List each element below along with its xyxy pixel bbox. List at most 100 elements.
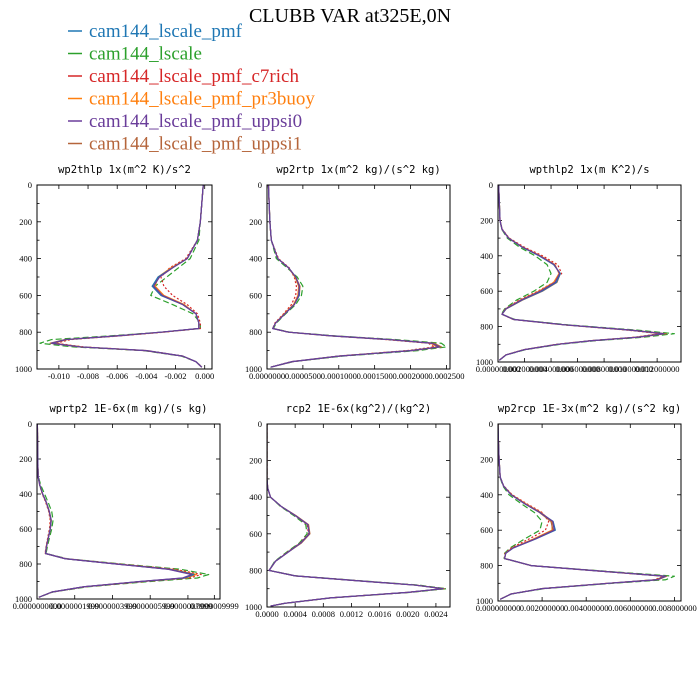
plot-frame — [266, 423, 451, 608]
x-tick-label: 0.0020 — [396, 609, 419, 619]
series-line — [498, 185, 664, 361]
y-tick-label: 600 — [19, 524, 32, 534]
x-tick-label: 0.004000000 — [529, 364, 574, 374]
x-tick-label: 0.0024 — [424, 609, 448, 619]
plot-frame — [497, 184, 682, 363]
panel: wp2rcp 1E-3x(m^2 kg)/(s^2 kg) 0 200 400 600 8… — [476, 403, 697, 613]
series-line — [498, 185, 665, 361]
x-tick-label: 0.002000000 — [520, 603, 565, 613]
x-tick-label: 0.010000000 — [608, 364, 653, 374]
x-tick-label: 0.0000001999 — [50, 601, 99, 611]
y-tick-label: 200 — [19, 217, 32, 227]
x-tick-label: 0.0000007999 — [163, 601, 212, 611]
y-tick-label: 400 — [480, 251, 493, 261]
y-tick-label: 1000 — [245, 602, 262, 612]
y-tick-label: 1000 — [476, 357, 493, 367]
series-line — [50, 185, 204, 368]
y-tick-label: 800 — [249, 565, 262, 575]
series-line — [498, 424, 675, 600]
x-tick-label: -0.002 — [165, 371, 187, 381]
y-tick-label: 200 — [249, 217, 262, 227]
x-tick-label: -0.010 — [48, 371, 70, 381]
y-tick-label: 0 — [489, 419, 493, 429]
series-group — [498, 424, 675, 600]
series-group — [267, 424, 448, 607]
x-tick-label: 0.008000000 — [582, 364, 627, 374]
panel-title: wp2thlp 1x(m^2 K)/s^2 — [58, 164, 191, 176]
y-tick-label: 400 — [480, 490, 493, 500]
y-tick-label: 400 — [249, 254, 262, 264]
x-tick-label: -0.006 — [106, 371, 128, 381]
y-tick-label: 400 — [19, 489, 32, 499]
y-tick-label: 600 — [480, 525, 493, 535]
panel-title: wpthlp2 1x(m K^2)/s — [529, 164, 649, 176]
x-tick-label: 0.0000000 — [249, 371, 285, 381]
series-line — [37, 424, 195, 598]
x-tick-label: 0.0001000 — [321, 371, 357, 381]
series-line — [52, 185, 204, 368]
y-tick-label: 800 — [19, 327, 32, 337]
x-tick-label: 0.000 — [195, 371, 214, 381]
y-tick-label: 400 — [249, 492, 262, 502]
series-line — [267, 185, 435, 368]
x-tick-label: 0.0004 — [283, 609, 307, 619]
series-line — [267, 185, 440, 368]
series-line — [267, 424, 444, 607]
panel-title: rcp2 1E-6x(kg^2)/(kg^2) — [286, 403, 431, 415]
y-tick-label: 800 — [19, 559, 32, 569]
series-line — [498, 185, 668, 361]
legend-entry: cam144_lscale_pmf — [68, 21, 243, 42]
series-line — [37, 424, 196, 598]
y-tick-label: 0 — [489, 180, 493, 190]
x-tick-label: 0.0012 — [340, 609, 363, 619]
y-tick-label: 600 — [480, 286, 493, 296]
legend-label: cam144_lscale_pmf_c7rich — [89, 66, 299, 87]
x-tick-label: -0.004 — [135, 371, 158, 381]
panels: wp2thlp 1x(m^2 K)/s^2 0 200 400 600 800 1000 -0… — [13, 164, 697, 619]
y-tick-label: 800 — [249, 327, 262, 337]
x-tick-label: 0.0000 — [255, 609, 278, 619]
series-line — [37, 424, 193, 598]
y-tick-label: 400 — [19, 254, 32, 264]
series-group — [37, 424, 210, 598]
legend-label: cam144_lscale_pmf_pr3buoy — [89, 89, 315, 110]
series-line — [498, 424, 667, 600]
x-tick-label: 0.0001500 — [357, 371, 393, 381]
legend: cam144_lscale_pmfcam144_lscalecam144_lsc… — [68, 21, 315, 155]
x-tick-label: 0.0016 — [368, 609, 391, 619]
y-tick-label: 800 — [480, 561, 493, 571]
x-tick-label: 0.0000005999 — [126, 601, 175, 611]
y-tick-label: 1000 — [245, 364, 262, 374]
x-tick-label: 0.0000003999 — [88, 601, 137, 611]
x-tick-label: 0.0000000000 — [13, 601, 62, 611]
y-tick-label: 800 — [480, 322, 493, 332]
y-tick-label: 200 — [19, 454, 32, 464]
panel-title: wprtp2 1E-6x(m kg)/(s kg) — [49, 403, 207, 415]
y-tick-label: 200 — [480, 454, 493, 464]
legend-entry: cam144_lscale_pmf_uppsi0 — [68, 111, 302, 132]
panel: wpthlp2 1x(m K^2)/s020040060080010000.00… — [476, 164, 682, 374]
x-tick-label: 0.0008 — [312, 609, 335, 619]
x-tick-label: 0.012000000 — [635, 364, 680, 374]
x-tick-label: 0.002000000 — [502, 364, 547, 374]
x-tick-label: 0.006000000 — [555, 364, 600, 374]
plot-frame — [36, 423, 221, 600]
x-tick-label: 0.000000000 — [476, 364, 521, 374]
figure-title: CLUBB VAR at325E,0N — [249, 5, 451, 27]
legend-label: cam144_lscale_pmf_uppsi1 — [89, 134, 302, 155]
series-line — [498, 424, 667, 600]
plot-frame — [266, 184, 451, 370]
y-tick-label: 0 — [258, 419, 262, 429]
series-line — [498, 424, 668, 600]
x-tick-label: 0.006000000 — [608, 603, 653, 613]
legend-entry: cam144_lscale_pmf_pr3buoy — [68, 89, 315, 110]
legend-label: cam144_lscale_pmf_uppsi0 — [89, 111, 302, 132]
series-line — [498, 185, 665, 361]
x-tick-label: 0.0002000 — [392, 371, 428, 381]
panel: wprtp2 1E-6x(m kg)/(s kg) 0 200 400 600 800 10… — [13, 403, 239, 611]
y-tick-label: 1000 — [15, 364, 32, 374]
legend-entry: cam144_lscale_pmf_c7rich — [68, 66, 299, 87]
legend-entry: cam144_lscale_pmf_uppsi1 — [68, 134, 302, 155]
series-line — [55, 185, 204, 368]
